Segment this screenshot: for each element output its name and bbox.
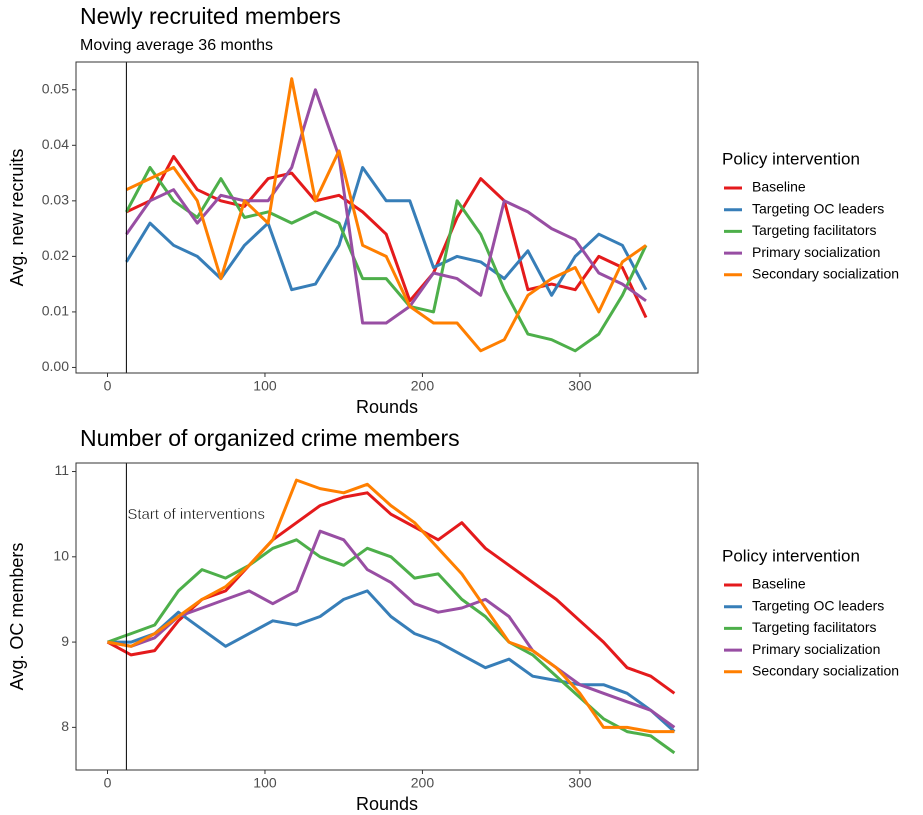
chart-subtitle: Moving average 36 months	[80, 37, 273, 54]
legend-label: Secondary socialization	[752, 266, 899, 282]
x-tick-label: 300	[568, 775, 592, 791]
series-line	[125, 88, 647, 325]
y-tick-label: 0.05	[42, 80, 69, 96]
series-line	[106, 538, 676, 755]
y-tick-label: 0.02	[42, 247, 69, 263]
y-tick-label: 11	[54, 462, 69, 478]
x-tick-label: 100	[253, 378, 277, 394]
plot-area	[125, 77, 648, 353]
plot-area	[106, 478, 676, 755]
x-tick-label: 200	[411, 775, 435, 791]
y-tick-label: 0.00	[42, 358, 69, 374]
legend-label: Baseline	[752, 576, 806, 592]
y-axis-title: Avg. new recruits	[7, 149, 27, 287]
series-line	[125, 154, 648, 319]
x-tick-label: 0	[104, 378, 112, 394]
x-tick-label: 0	[104, 775, 112, 791]
legend-title: Policy intervention	[722, 149, 860, 168]
y-tick-label: 0.01	[42, 303, 69, 319]
y-tick-label: 9	[61, 633, 69, 649]
x-axis-title: Rounds	[356, 397, 418, 417]
x-tick-label: 300	[568, 378, 592, 394]
legend-label: Targeting facilitators	[752, 619, 877, 635]
x-axis-title: Rounds	[356, 794, 418, 814]
chart-title: Newly recruited members	[80, 3, 341, 29]
plot-border	[75, 61, 699, 374]
x-tick-label: 100	[253, 775, 277, 791]
series-line	[125, 166, 648, 297]
plot-border	[75, 462, 699, 771]
legend-label: Baseline	[752, 179, 806, 195]
legend-title: Policy intervention	[722, 546, 860, 565]
legend-label: Targeting facilitators	[752, 222, 877, 238]
legend-label: Primary socialization	[752, 244, 880, 260]
series-line	[125, 166, 648, 353]
series-line	[125, 77, 647, 353]
legend-label: Secondary socialization	[752, 663, 899, 679]
y-tick-label: 8	[61, 718, 69, 734]
x-tick-label: 200	[411, 378, 435, 394]
legend-label: Targeting OC leaders	[752, 597, 884, 613]
series-line	[107, 529, 676, 729]
legend-label: Targeting OC leaders	[752, 200, 884, 216]
y-axis-title: Avg. OC members	[7, 543, 27, 691]
series-line	[107, 478, 675, 734]
y-tick-label: 0.04	[42, 136, 69, 152]
legend-label: Primary socialization	[752, 641, 880, 657]
y-tick-label: 0.03	[42, 192, 69, 208]
annotation: Start of interventions	[127, 506, 265, 523]
y-tick-label: 10	[53, 548, 69, 564]
chart-title: Number of organized crime members	[80, 425, 460, 451]
